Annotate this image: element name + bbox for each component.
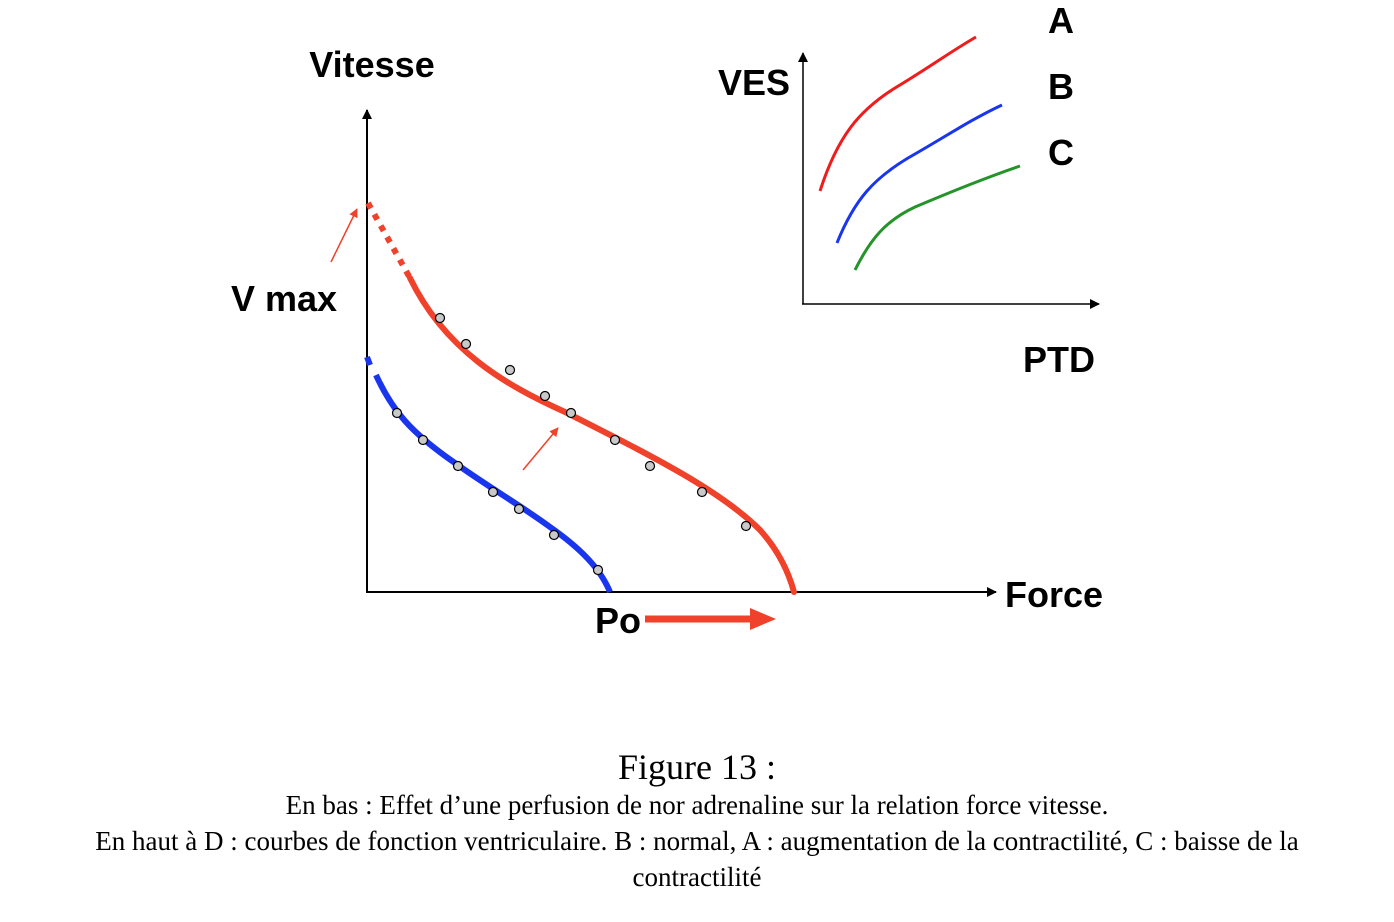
po-shift-arrow [645,608,776,630]
curve-label-b: B [1048,66,1074,107]
blue-marker [452,460,464,472]
blue-curve-dashed-start [364,355,373,367]
vmax-label: V max [231,278,337,319]
curve-label-a: A [1048,0,1074,41]
blue-marker [487,486,499,498]
blue-curve-markers [391,407,604,576]
blue-marker [513,503,525,515]
red-marker [539,390,551,402]
red-marker [460,338,472,350]
red-marker [504,364,516,376]
red-marker [696,486,708,498]
inset-curve-b [835,103,1003,244]
blue-force-velocity-curve [373,373,613,594]
figure-caption-line-1: En bas : Effet d’une perfusion de nor ad… [285,790,1109,820]
red-marker [644,460,656,472]
blue-marker [417,434,429,446]
blue-marker [391,407,403,419]
red-curve-markers [434,312,752,532]
figure-caption-title: Figure 13 : [618,747,776,787]
inset-curve-a [818,35,977,192]
red-marker [609,434,621,446]
figure-caption-line-3: contractilité [632,862,762,892]
blue-marker [548,529,560,541]
inset-curve-c [853,164,1021,271]
inset-y-axis-label: VES [718,62,790,103]
x-axis-label: Force [1005,574,1103,615]
red-marker [740,520,752,532]
figure-diagram: Vitesse V max Force Po VES PTD A B C [231,0,1103,641]
blue-marker [592,564,604,576]
red-force-velocity-curve [407,275,797,595]
curve-label-c: C [1048,132,1074,173]
figure-caption-line-2: En haut à D : courbes de fonction ventri… [95,826,1299,856]
red-marker [434,312,446,324]
po-label: Po [595,600,641,641]
curve-shift-arrow [522,427,559,471]
vmax-shift-arrow [330,208,358,263]
y-axis-label: Vitesse [309,44,434,85]
inset-x-axis-label: PTD [1023,339,1095,380]
red-curve-dotted-extrapolation [365,201,413,280]
red-marker [565,407,577,419]
